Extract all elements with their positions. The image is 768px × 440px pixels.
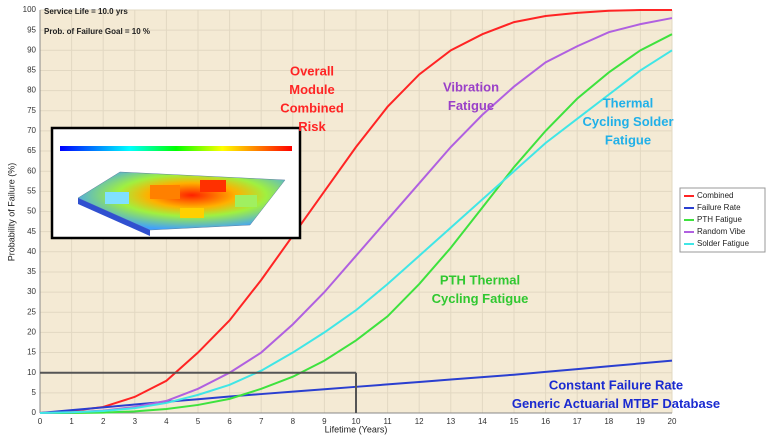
annotation: Cycling Solder	[582, 114, 673, 129]
y-tick-label: 20	[27, 328, 36, 337]
x-tick-label: 10	[352, 417, 361, 426]
inset-image	[50, 126, 302, 240]
annotation: Combined	[280, 100, 344, 115]
inset-part	[180, 208, 204, 218]
annotation: Fatigue	[605, 132, 651, 147]
legend-label: Random Vibe	[697, 227, 746, 236]
info-text: Service Life = 10.0 yrs	[44, 7, 128, 16]
annotation: Thermal	[603, 95, 654, 110]
x-tick-label: 9	[322, 417, 327, 426]
series-line	[39, 17, 673, 414]
x-tick-label: 20	[668, 417, 677, 426]
info-text: Prob. of Failure Goal = 10 %	[44, 27, 150, 36]
annotation: Cycling Fatigue	[432, 291, 529, 306]
x-tick-label: 5	[196, 417, 201, 426]
legend: Combined Failure Rate PTH Fatigue Random Vi…	[679, 187, 766, 253]
y-tick-label: 0	[32, 408, 37, 417]
y-tick-label: 70	[27, 126, 36, 135]
annotation: Module	[289, 82, 335, 97]
x-tick-label: 15	[510, 417, 519, 426]
x-tick-label: 0	[38, 417, 43, 426]
y-tick-label: 45	[27, 227, 36, 236]
legend-label: Combined	[697, 191, 733, 200]
y-tick-label: 30	[27, 287, 36, 296]
y-tick-label: 50	[27, 207, 36, 216]
legend-label: Failure Rate	[697, 203, 741, 212]
y-tick-label: 65	[27, 146, 36, 155]
x-axis-label: Lifetime (Years)	[325, 424, 388, 434]
annotation: Constant Failure Rate	[549, 377, 683, 392]
y-tick-label: 25	[27, 307, 36, 316]
y-tick-label: 10	[27, 368, 36, 377]
annotation: PTH Thermal	[440, 272, 520, 287]
x-tick-label: 4	[164, 417, 169, 426]
inset-board-edge	[78, 198, 150, 236]
series-line	[39, 9, 672, 414]
x-tick-label: 11	[383, 417, 392, 426]
legend-box	[679, 187, 766, 253]
x-tick-label: 8	[291, 417, 296, 426]
y-axis-label: Probability of Failure (%)	[6, 163, 16, 262]
y-tick-label: 75	[27, 106, 36, 115]
x-tick-label: 12	[415, 417, 424, 426]
annotation: Generic Actuarial MTBF Database	[512, 396, 720, 411]
x-tick-label: 19	[636, 417, 645, 426]
inset-part	[105, 192, 129, 204]
annotation: Fatigue	[448, 98, 494, 113]
annotation: Risk	[298, 119, 326, 134]
x-tick-label: 1	[69, 417, 74, 426]
x-tick-label: 7	[259, 417, 264, 426]
x-tick-label: 17	[573, 417, 582, 426]
y-tick-label: 15	[27, 348, 36, 357]
y-tick-label: 95	[27, 25, 36, 34]
series-line	[40, 33, 673, 414]
y-tick-label: 55	[27, 186, 36, 195]
inset-part	[235, 195, 257, 207]
y-tick-label: 90	[27, 45, 36, 54]
legend-label: Solder Fatigue	[697, 239, 750, 248]
inset-part	[150, 185, 180, 199]
legend-label: PTH Fatigue	[697, 215, 742, 224]
annotation: Vibration	[443, 79, 499, 94]
x-tick-label: 6	[227, 417, 232, 426]
x-tick-label: 2	[101, 417, 106, 426]
x-tick-label: 3	[133, 417, 138, 426]
x-tick-label: 16	[541, 417, 550, 426]
x-tick-label: 18	[604, 417, 613, 426]
y-tick-label: 60	[27, 166, 36, 175]
x-tick-label: 13	[446, 417, 455, 426]
y-tick-label: 5	[32, 388, 37, 397]
annotation: Overall	[290, 63, 334, 78]
inset-colorbar	[60, 146, 292, 151]
y-tick-label: 80	[27, 86, 36, 95]
y-tick-label: 40	[27, 247, 36, 256]
y-tick-label: 100	[23, 5, 37, 14]
x-tick-label: 14	[478, 417, 487, 426]
inset-part	[200, 180, 226, 192]
y-tick-label: 85	[27, 66, 36, 75]
series-line	[39, 49, 673, 414]
y-tick-label: 35	[27, 267, 36, 276]
